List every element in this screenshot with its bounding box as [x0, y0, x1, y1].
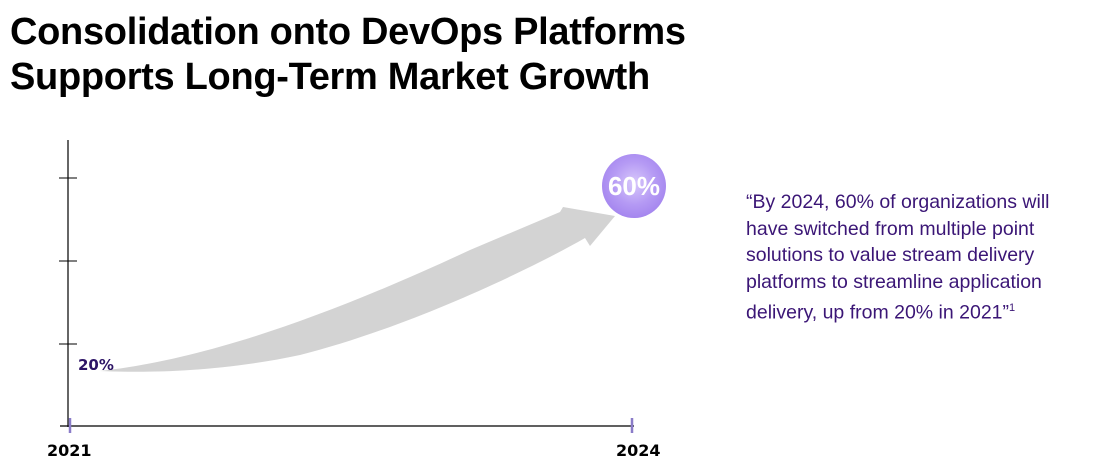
footnote-marker: 1	[1009, 302, 1016, 315]
end-value-label: 60%	[607, 170, 661, 201]
quote-text: “By 2024, 60% of organizations will have…	[746, 191, 1050, 324]
title-line-1: Consolidation onto DevOps Platforms	[10, 11, 686, 53]
end-value-bubble: 60%	[602, 154, 666, 218]
start-value-label: 20%	[78, 356, 114, 374]
growth-arrow	[100, 207, 615, 372]
page-title: Consolidation onto DevOps Platforms Supp…	[10, 10, 686, 100]
x-label-end: 2024	[616, 441, 661, 460]
gartner-quote: “By 2024, 60% of organizations will have…	[746, 189, 1096, 326]
title-line-2: Supports Long-Term Market Growth	[10, 56, 650, 98]
x-label-start: 2021	[47, 441, 92, 460]
